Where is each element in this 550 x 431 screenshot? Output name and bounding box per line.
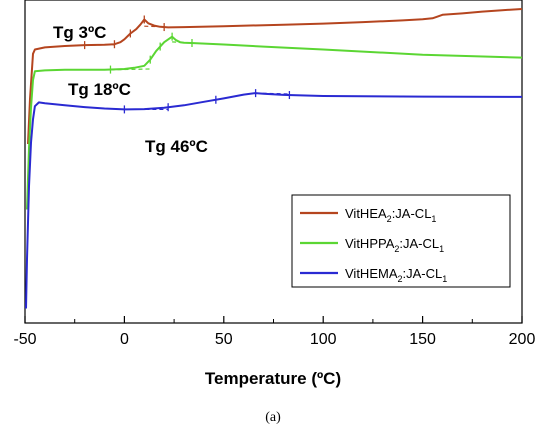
tg-label-hema: Tg 46ºC — [145, 137, 208, 156]
legend-text-part: :JA-CL — [403, 266, 443, 281]
legend-text-part: :JA-CL — [392, 206, 432, 221]
x-tick-label: 0 — [120, 331, 129, 348]
x-tick-label: 50 — [215, 331, 233, 348]
legend-subscript: 2 — [387, 214, 392, 224]
legend-box — [291, 194, 511, 288]
legend-subscript: 1 — [442, 274, 447, 284]
legend: VitHEA2:JA-CL1VitHPPA2:JA-CL1VitHEMA2:JA… — [291, 194, 511, 288]
legend-subscript: 2 — [398, 274, 403, 284]
series-line-0 — [27, 8, 523, 145]
series-lines — [25, 8, 523, 309]
x-axis-ticks: -50 0 50 100 150 200 — [13, 316, 535, 348]
series-line-1 — [26, 35, 523, 210]
baseline-dashed — [172, 41, 193, 44]
legend-subscript: 2 — [394, 244, 399, 254]
legend-label-1: VitHPPA2:JA-CL1 — [345, 236, 444, 254]
x-axis-title: Temperature (ºC) — [205, 369, 341, 388]
legend-text-part: VitHEMA — [345, 266, 398, 281]
tg-label-hppa: Tg 18ºC — [68, 80, 131, 99]
baseline-dashed — [255, 92, 290, 95]
x-tick-label: 150 — [409, 331, 436, 348]
x-tick-label: 200 — [509, 331, 536, 348]
legend-label-0: VitHEA2:JA-CL1 — [345, 206, 436, 224]
figure-caption: (a) — [265, 410, 281, 425]
legend-text-part: VitHEA — [345, 206, 387, 221]
baseline-dashed — [144, 25, 165, 28]
legend-text-part: VitHPPA — [345, 236, 395, 251]
legend-subscript: 1 — [439, 244, 444, 254]
tg-annotations: Tg 3ºC Tg 18ºC Tg 46ºC — [53, 23, 208, 156]
x-tick-label: -50 — [13, 331, 36, 348]
legend-subscript: 1 — [431, 214, 436, 224]
legend-text-part: :JA-CL — [399, 236, 439, 251]
legend-label-2: VitHEMA2:JA-CL1 — [345, 266, 447, 284]
tg-label-hea: Tg 3ºC — [53, 23, 106, 42]
x-tick-label: 100 — [310, 331, 337, 348]
